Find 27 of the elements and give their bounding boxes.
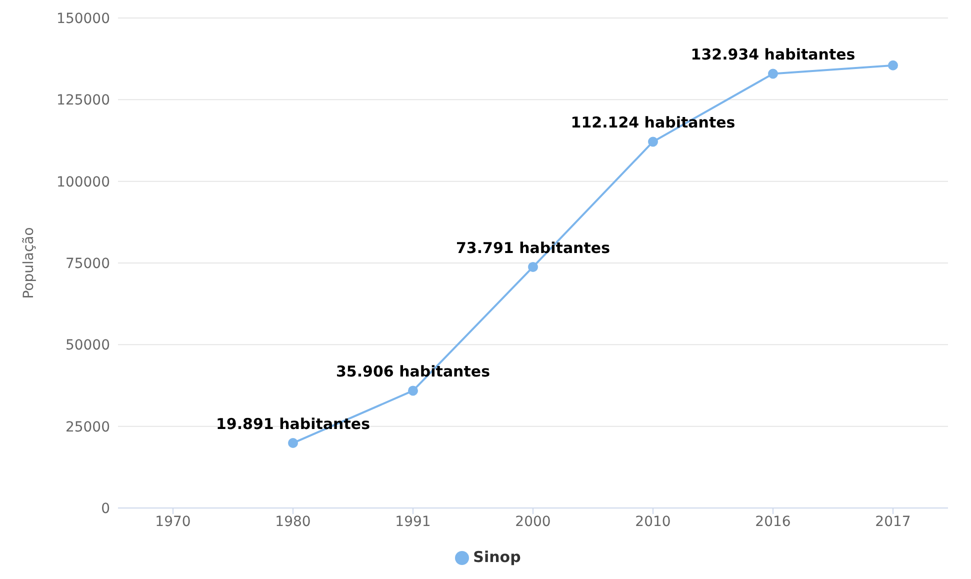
data-label: 19.891 habitantes (216, 415, 370, 434)
point (528, 262, 538, 272)
point (288, 438, 298, 448)
y-tick-label: 0 (101, 500, 110, 517)
point (408, 386, 418, 396)
x-tick-label: 2010 (635, 514, 671, 530)
x-tick-label: 2016 (755, 514, 791, 530)
data-label: 112.124 habitantes (570, 114, 736, 132)
x-tick-label: 2000 (515, 514, 551, 530)
point (888, 60, 898, 70)
x-tick-label: 1991 (395, 514, 431, 530)
point (768, 68, 778, 79)
x-tick-label: 1970 (155, 514, 191, 530)
y-axis-title: População (20, 227, 37, 299)
y-tick-label: 50000 (65, 338, 110, 354)
data-label: 73.791 habitantes (456, 238, 610, 257)
x-tick-label: 2017 (875, 514, 911, 530)
y-tick-label: 100000 (56, 174, 110, 190)
y-tick-label: 150000 (56, 10, 110, 27)
point (648, 136, 658, 147)
data-label: 132.934 habitantes (690, 46, 856, 64)
data-label: 35.906 habitantes (336, 362, 490, 381)
y-tick-label: 25000 (65, 419, 110, 436)
x-tick-label: 1980 (275, 514, 311, 530)
legend-label: Sinop (473, 548, 521, 566)
y-tick-label: 125000 (56, 92, 110, 109)
y-tick-label: 75000 (65, 256, 110, 272)
